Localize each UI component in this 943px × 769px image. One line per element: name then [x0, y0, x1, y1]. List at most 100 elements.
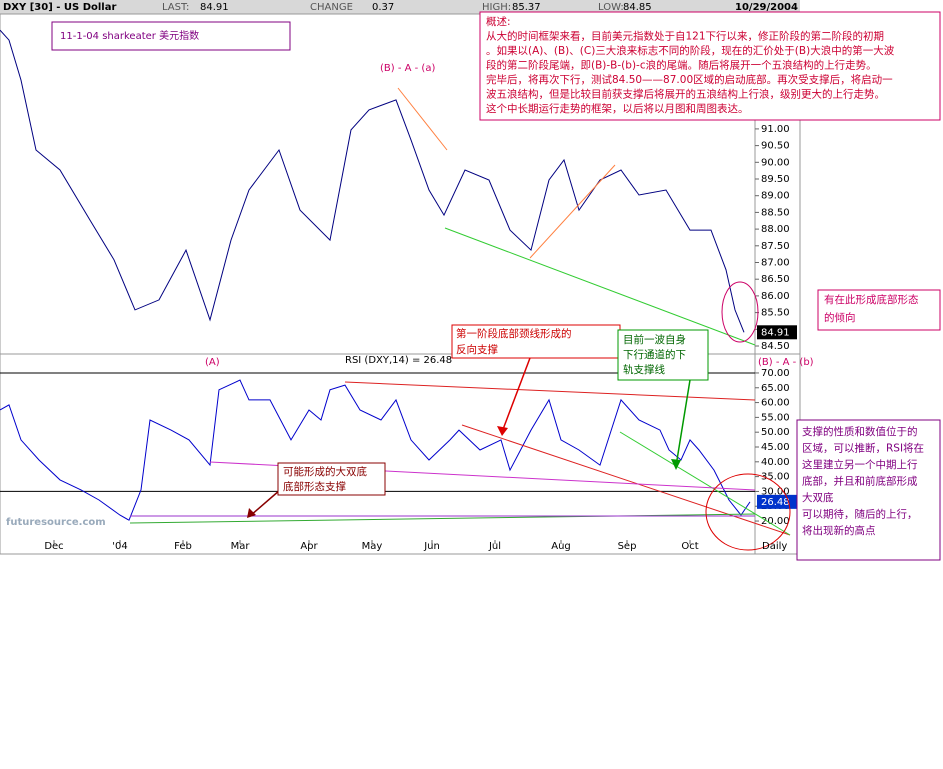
note: 有在此形成底部形态 [824, 293, 919, 306]
last-label: LAST: [162, 2, 189, 13]
y-tick-label: 89.00 [761, 191, 790, 202]
change: 0.37 [372, 2, 394, 13]
note: 目前一波自身 [623, 333, 686, 346]
note-box [817, 289, 941, 331]
x-tick-label: '04 [112, 541, 127, 552]
data-line [0, 29, 745, 333]
highlight-circle [721, 281, 759, 343]
trend-line [397, 87, 448, 151]
x-tick-label: Apr [300, 541, 318, 552]
arrow-head [247, 508, 256, 518]
y-tick-label: 86.50 [761, 274, 790, 285]
change-label: CHANGE [310, 2, 353, 13]
y-tick-label: 87.00 [761, 257, 790, 268]
note: 下行通道的下 [623, 348, 686, 361]
trend-line [344, 381, 756, 401]
y-tick-label: 85.50 [761, 308, 790, 319]
overview-line: 这个中长期运行走势的框架，以后将以月图和周图表达。 [486, 102, 749, 115]
overview-line: 波五浪结构，但是比较目前获支撑后将展开的五浪结构上行浪，级别更大的上行走势。 [486, 88, 885, 101]
highlight-circle [705, 473, 791, 551]
y-tick-label: 30.00 [761, 486, 790, 497]
y-tick-label: 60.00 [761, 398, 790, 409]
x-tick-label: Oct [681, 541, 698, 552]
x-tick-label: May [362, 541, 383, 552]
data-line [0, 379, 751, 521]
x-tick-label: Aug [551, 541, 571, 552]
x-tick-label: Dec [44, 541, 63, 552]
note: 区域，可以推断，RSI将在 [802, 442, 924, 455]
y-tick-label: 55.00 [761, 412, 790, 423]
symbol: DXY [30] - US Dollar [3, 2, 116, 13]
high-label: HIGH: [482, 2, 511, 13]
y-tick-label: 87.50 [761, 241, 790, 252]
header-bar [0, 0, 800, 14]
frequency: Daily [762, 541, 787, 552]
y-tick-label: 45.00 [761, 442, 790, 453]
x-tick-label: Sep [618, 541, 637, 552]
overview-line: 。如果以(A)、(B)、(C)三大浪来标志不同的阶段，现在的汇价处于(B)大浪中… [486, 44, 895, 57]
frame [0, 13, 801, 555]
last-value: 26.48 [761, 497, 790, 508]
trend-line [619, 431, 791, 536]
trend-line [444, 227, 756, 346]
note-box [796, 419, 941, 561]
y-tick-label: 90.00 [761, 157, 790, 168]
note: 底部，并且和前底部形成 [802, 475, 918, 488]
note: 大双底 [802, 491, 834, 504]
note: 反向支撑 [456, 343, 498, 356]
overview-line: 完毕后，将再次下行，测试84.50——87.00区域的启动底部。再次受支撑后，将… [486, 73, 893, 86]
trend-line [529, 164, 616, 259]
note-box [277, 462, 386, 496]
y-tick-label: 40.00 [761, 457, 790, 468]
y-tick-label: 90.50 [761, 141, 790, 152]
overview-line: 从大的时间框架来看，目前美元指数处于自121下行以来，修正阶段的第二阶段的初期 [486, 30, 884, 43]
note: 可以期待，随后的上行， [802, 508, 918, 521]
y-tick-label: 20.00 [761, 516, 790, 527]
drawings [129, 87, 791, 551]
y-tick-label: 88.50 [761, 207, 790, 218]
trend-line [129, 513, 756, 524]
arrow [501, 357, 531, 433]
arrow-head [671, 459, 681, 470]
date: 10/29/2004 [735, 2, 798, 13]
note: 的倾向 [824, 311, 856, 324]
last: 84.91 [200, 2, 229, 13]
arrow [675, 379, 691, 467]
arrow-head [497, 426, 508, 436]
x-tick-label: Jul [488, 541, 501, 552]
x-tick-label: Mar [231, 541, 251, 552]
title-box [51, 21, 291, 51]
low: 84.85 [623, 2, 652, 13]
panel-title: RSI (DXY,14) = 26.48 [345, 355, 452, 366]
note: 将出现新的高点 [802, 524, 876, 537]
overview-line: 概述: [486, 15, 511, 28]
y-tick-label: 84.50 [761, 341, 790, 352]
last-value: 84.91 [761, 327, 790, 338]
note: 第一阶段底部颈线形成的 [456, 327, 572, 340]
y-tick-label: 89.50 [761, 174, 790, 185]
note: 轨支撑线 [623, 363, 665, 376]
watermark: futuresource.com [6, 517, 106, 528]
note: 可能形成的大双底 [283, 465, 367, 478]
y-tick-label: 65.00 [761, 383, 790, 394]
low-label: LOW: [598, 2, 624, 13]
overview-box [479, 11, 941, 121]
overview-line: 段的第二阶段尾端，即(B)-B-(b)-c浪的尾端。随后将展开一个五浪结构的上行… [486, 59, 877, 72]
note-box [617, 329, 709, 381]
wave-label: (B) - A - (a) [380, 63, 435, 74]
x-tick-label: Jun [423, 541, 440, 552]
wave-label: (B) - A - (b) [758, 357, 814, 368]
x-tick-label: Feb [174, 541, 192, 552]
y-tick-label: 88.00 [761, 224, 790, 235]
y-tick-label: 35.00 [761, 472, 790, 483]
arrow [249, 489, 281, 517]
note: 支撑的性质和数值位于的 [802, 425, 918, 438]
y-tick-label: 50.00 [761, 427, 790, 438]
last-value-box [757, 325, 797, 340]
title: 11-1-04 sharkeater 美元指数 [60, 29, 199, 42]
trend-line [461, 424, 791, 536]
y-tick-label: 86.00 [761, 291, 790, 302]
note: 这里建立另一个中期上行 [802, 458, 918, 471]
high: 85.37 [512, 2, 541, 13]
